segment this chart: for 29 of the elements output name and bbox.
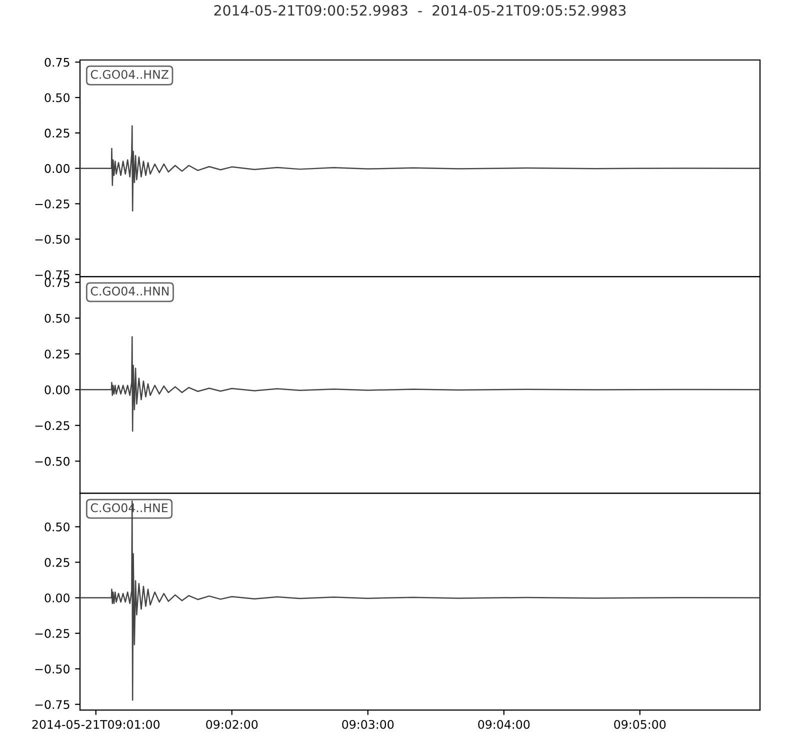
y-tick-label: −0.25 (35, 199, 70, 208)
y-tick-label: −0.50 (35, 664, 70, 674)
x-tick-label: 09:04:00 (478, 720, 530, 729)
y-tick-label: 0.75 (44, 58, 70, 67)
text: C.GO04..HNN (90, 286, 169, 296)
y-tick-label: 0.25 (44, 128, 70, 138)
line-series (80, 125, 760, 212)
y-tick-label: 0.25 (44, 350, 70, 359)
y-tick-label: 0.75 (44, 278, 70, 288)
y-tick-label: −0.25 (35, 629, 70, 638)
y-tick-label: 0.00 (44, 164, 70, 173)
y-tick-label: −0.25 (35, 421, 70, 430)
line-series (80, 336, 760, 432)
text: C.GO04..HNZ (90, 70, 168, 79)
y-tick-label: 0.00 (44, 594, 70, 602)
y-tick-label: 0.00 (44, 385, 70, 394)
y-tick-label: 0.50 (44, 93, 70, 102)
x-tick-label: 09:02:00 (206, 720, 258, 729)
y-tick-label: 0.25 (44, 558, 70, 567)
x-tick-label: 09:03:00 (342, 720, 394, 729)
y-tick-label: −0.50 (35, 456, 70, 466)
x-tick-label: 09:05:00 (614, 720, 666, 729)
y-tick-label: −0.75 (35, 700, 70, 709)
y-tick-label: −0.50 (35, 234, 70, 244)
y-tick-label: 0.50 (44, 522, 70, 532)
chart-title: 2014-05-21T09:00:52.9983 - 2014-05-21T09:05:52.9983 (214, 5, 626, 16)
x-tick-label: 2014-05-21T09:01:00 (32, 720, 160, 729)
line-series (80, 500, 760, 701)
y-tick-label: 0.50 (44, 314, 70, 323)
